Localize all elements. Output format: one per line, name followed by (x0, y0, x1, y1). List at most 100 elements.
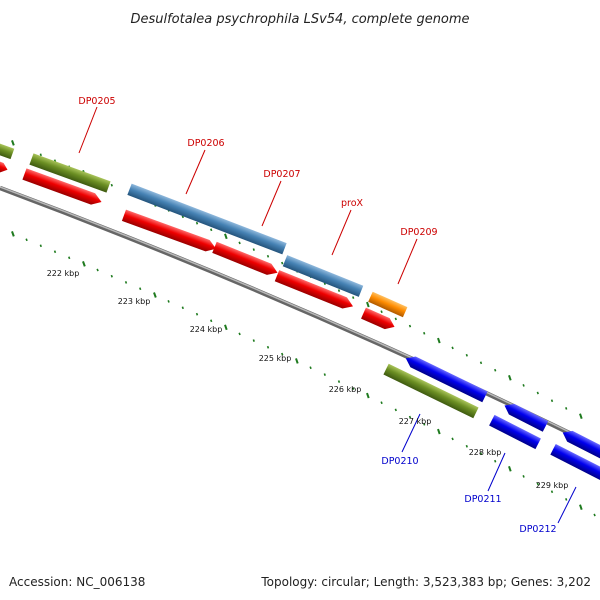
lower-tick (181, 306, 184, 310)
feature-partial-red[interactable] (0, 158, 9, 174)
upper-tick (565, 407, 568, 410)
feature-DP0205-green[interactable] (29, 153, 111, 193)
gene-label-DP0207[interactable]: DP0207 (263, 169, 300, 180)
gene-label-DP0211[interactable]: DP0211 (464, 494, 501, 505)
feature-DP0210-green[interactable] (383, 363, 479, 419)
upper-tick (337, 289, 341, 292)
upper-tick (352, 296, 355, 299)
callout-lines (78, 106, 577, 524)
upper-tick (536, 391, 539, 395)
upper-tick (508, 374, 512, 381)
lower-tick (550, 490, 554, 494)
upper-tick (550, 399, 554, 403)
lower-tick (82, 261, 86, 267)
upper-tick (110, 183, 113, 187)
feature-DP0207-red[interactable] (212, 241, 280, 279)
kbp-label-225: 225 kbp (259, 354, 292, 363)
feature-DP0211-blue[interactable] (489, 414, 541, 450)
lower-tick (139, 287, 142, 291)
lower-tick (210, 319, 213, 323)
forward-features (0, 137, 408, 333)
lower-tick (437, 428, 441, 435)
gene-label-DP0209[interactable]: DP0209 (400, 227, 437, 238)
gene-label-DP0212[interactable]: DP0212 (519, 524, 556, 535)
map-title: Desulfotalea psychrophila LSv54, complet… (130, 12, 469, 27)
upper-tick (281, 261, 284, 265)
upper-tick (579, 413, 583, 420)
kbp-label-222: 222 kbp (47, 269, 80, 278)
tick-marks (11, 140, 596, 517)
lower-tick (380, 401, 383, 405)
reverse-features (383, 353, 600, 486)
lower-tick (579, 504, 583, 511)
lower-tick (53, 250, 57, 254)
feature-DP0209-orange[interactable] (368, 291, 408, 318)
upper-tick (11, 140, 15, 146)
lower-tick (593, 513, 596, 517)
kbp-labels: 222 kbp 223 kbp 224 kbp 225 kbp 226 kbp … (47, 269, 569, 490)
gene-label-proX[interactable]: proX (341, 198, 364, 209)
kbp-label-223: 223 kbp (118, 297, 151, 306)
lower-tick (68, 256, 71, 260)
gene-label-DP0205[interactable]: DP0205 (78, 96, 115, 107)
lower-tick (96, 268, 99, 272)
kbp-label-224: 224 kbp (190, 325, 223, 334)
lower-tick (295, 358, 299, 364)
feature-DP0206-red[interactable] (121, 209, 218, 255)
upper-tick (181, 215, 184, 219)
accession-text: Accession: NC_006138 (9, 575, 145, 589)
upper-tick (451, 346, 454, 350)
lower-tick (25, 238, 28, 242)
topology-text: Topology: circular; Length: 3,523,383 bp… (260, 575, 591, 589)
lower-tick (39, 244, 42, 248)
lower-tick (266, 345, 270, 349)
upper-tick (366, 301, 370, 308)
lower-tick (252, 339, 255, 342)
upper-tick (380, 310, 383, 314)
upper-tick (408, 324, 412, 328)
lower-tick (124, 281, 128, 284)
upper-tick (238, 241, 241, 245)
lower-tick (408, 415, 412, 419)
lower-tick (465, 444, 468, 448)
upper-tick (39, 153, 42, 157)
lower-tick (352, 387, 355, 390)
lower-tick (167, 300, 170, 303)
lower-tick (366, 392, 370, 399)
upper-tick (252, 248, 255, 251)
feature-DP0205-red[interactable] (22, 168, 103, 207)
lower-tick (494, 459, 497, 463)
lower-tick (110, 274, 113, 278)
feature-partial-green[interactable] (0, 137, 15, 160)
gene-label-DP0206[interactable]: DP0206 (187, 138, 224, 149)
feature-DP0206-steelblue[interactable] (127, 183, 287, 255)
feature-blue-1[interactable] (403, 353, 488, 403)
feature-DP0209-red[interactable] (361, 307, 397, 333)
lower-tick (224, 324, 228, 331)
upper-tick (210, 228, 213, 232)
feature-proX-red[interactable] (274, 270, 356, 312)
lower-tick (337, 380, 341, 383)
gene-labels: DP0205 DP0206 DP0207 proX DP0209 DP0210 … (78, 96, 556, 535)
lower-tick (451, 437, 454, 441)
upper-tick (479, 361, 483, 365)
feature-proX-steelblue[interactable] (282, 255, 364, 297)
lower-tick (522, 475, 525, 478)
upper-tick (224, 233, 228, 240)
lower-tick (508, 465, 512, 472)
upper-tick (394, 317, 397, 321)
upper-tick (465, 353, 468, 357)
lower-tick (195, 312, 199, 316)
lower-tick (281, 352, 284, 356)
kbp-label-228: 228 kbp (469, 448, 502, 457)
feature-blue-3[interactable] (560, 427, 600, 463)
gene-label-DP0210[interactable]: DP0210 (381, 456, 418, 467)
lower-tick (323, 373, 326, 376)
lower-tick (394, 408, 397, 412)
feature-blue-2[interactable] (502, 400, 549, 432)
lower-tick (479, 452, 483, 456)
upper-tick (522, 384, 525, 387)
upper-tick (195, 221, 199, 225)
upper-tick (437, 337, 441, 344)
